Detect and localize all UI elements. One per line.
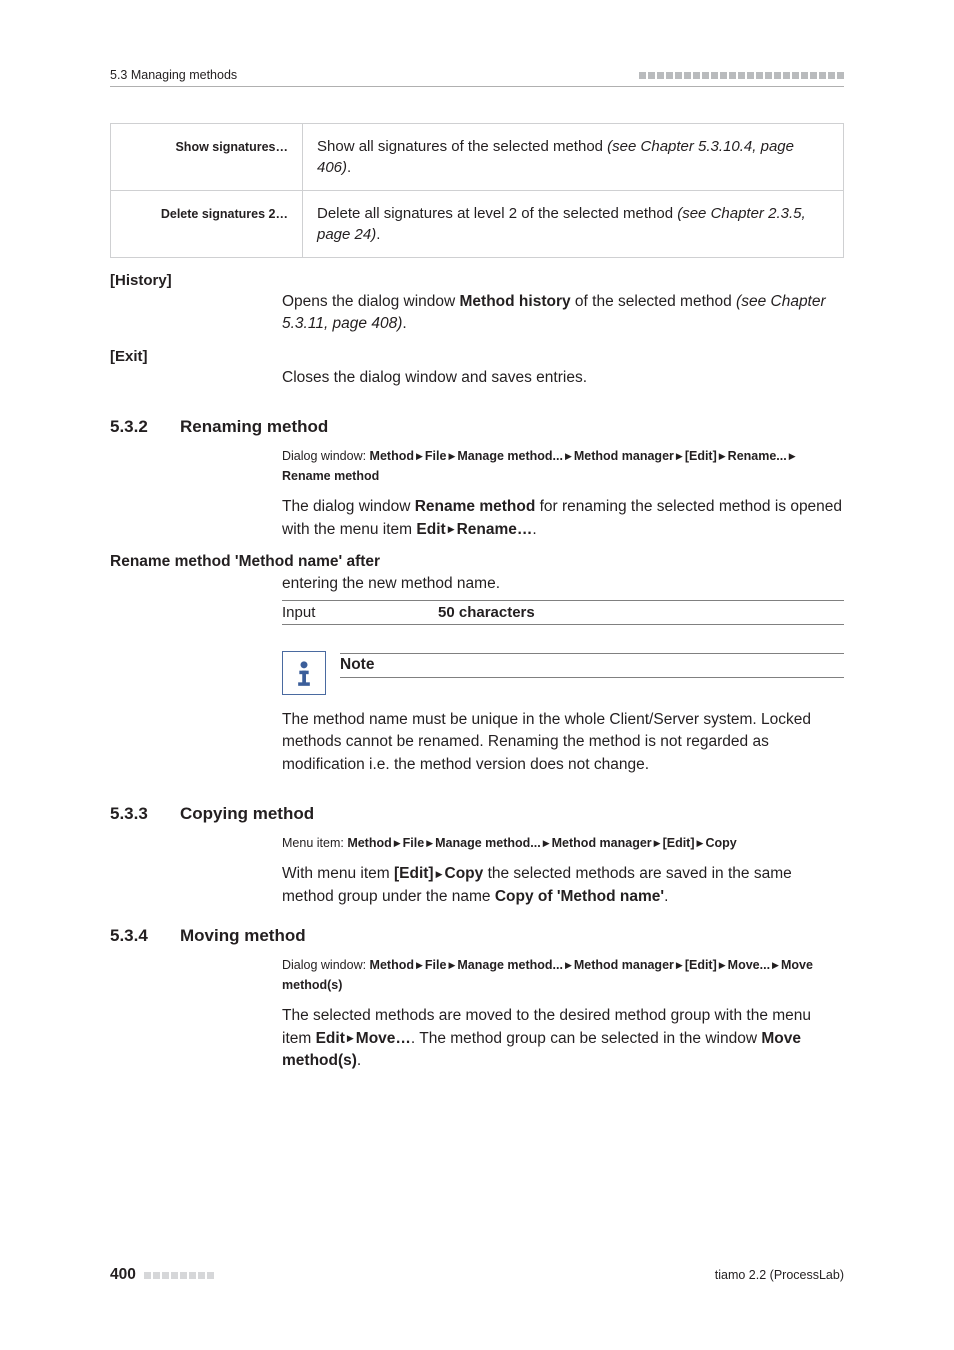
exit-heading: [Exit] (110, 348, 844, 365)
bold-fragment: Method history (460, 293, 571, 310)
page-footer: 400 tiamo 2.2 (ProcessLab) (110, 1266, 844, 1284)
history-text: Opens the dialog window Method history o… (282, 291, 844, 336)
context-menu-table: Show signatures…Show all signatures of t… (110, 123, 844, 258)
section-number: 5.3.4 (110, 926, 180, 946)
section-heading: 5.3.3 Copying method (110, 804, 844, 824)
bold-fragment: Copy of 'Method name' (495, 888, 664, 905)
exit-text: Closes the dialog window and saves entri… (282, 367, 844, 389)
bold-fragment: Move… (356, 1030, 411, 1047)
section-heading: 5.3.2 Renaming method (110, 417, 844, 437)
bold-fragment: Edit (416, 521, 445, 538)
page-number-group: 400 (110, 1266, 214, 1284)
footer-ornament (142, 1268, 214, 1282)
dialog-path: Dialog window: Method▶File▶Manage method… (282, 956, 844, 995)
table-row: Show signatures…Show all signatures of t… (111, 124, 844, 191)
header-ornament (637, 72, 844, 79)
text-fragment: . (664, 888, 668, 905)
rename-intro: The dialog window Rename method for rena… (282, 496, 844, 541)
bold-fragment: Edit (316, 1030, 345, 1047)
triangle-icon: ▶ (448, 523, 455, 536)
note-title: Note (340, 653, 844, 678)
rename-body: entering the new method name. (282, 573, 844, 595)
text-fragment: The dialog window (282, 498, 415, 515)
copy-para: With menu item [Edit]▶Copy the selected … (282, 863, 844, 908)
text-fragment: . (402, 315, 406, 332)
note-block: Note The method name must be unique in t… (282, 651, 844, 776)
section-number: 5.3.2 (110, 417, 180, 437)
dialog-path: Dialog window: Method▶File▶Manage method… (282, 447, 844, 486)
bold-fragment: Rename method (415, 498, 536, 515)
menu-path: Menu item: Method▶File▶Manage method...▶… (282, 834, 844, 853)
text-fragment: Opens the dialog window (282, 293, 460, 310)
page-number: 400 (110, 1266, 136, 1284)
note-body: The method name must be unique in the wh… (282, 709, 844, 776)
section-heading: 5.3.4 Moving method (110, 926, 844, 946)
input-spec-row: Input 50 characters (282, 600, 844, 625)
bold-fragment: Copy (445, 865, 484, 882)
table-row: Delete signatures 2…Delete all signature… (111, 191, 844, 258)
menu-item-desc: Show all signatures of the selected meth… (303, 124, 844, 191)
text-fragment: of the selected method (571, 293, 736, 310)
history-heading: [History] (110, 272, 844, 289)
page-header: 5.3 Managing methods (110, 68, 844, 87)
footer-right: tiamo 2.2 (ProcessLab) (715, 1268, 844, 1282)
section-number: 5.3.3 (110, 804, 180, 824)
menu-item-label: Delete signatures 2… (111, 191, 303, 258)
move-para: The selected methods are moved to the de… (282, 1005, 844, 1072)
section-title: Renaming method (180, 417, 328, 437)
menu-item-label: Show signatures… (111, 124, 303, 191)
info-icon (282, 651, 326, 695)
section-title: Moving method (180, 926, 306, 946)
input-value: 50 characters (438, 604, 535, 621)
text-fragment: With menu item (282, 865, 394, 882)
text-fragment: . The method group can be selected in th… (411, 1030, 761, 1047)
menu-item-desc: Delete all signatures at level 2 of the … (303, 191, 844, 258)
bold-fragment: [Edit] (394, 865, 434, 882)
text-fragment: . (532, 521, 536, 538)
rename-subhead: Rename method 'Method name' after (110, 553, 844, 571)
triangle-icon: ▶ (436, 868, 443, 881)
input-label: Input (282, 604, 438, 621)
bold-fragment: Rename… (457, 521, 533, 538)
section-title: Copying method (180, 804, 314, 824)
triangle-icon: ▶ (347, 1032, 354, 1045)
header-breadcrumb: 5.3 Managing methods (110, 68, 237, 82)
text-fragment: . (357, 1052, 361, 1069)
